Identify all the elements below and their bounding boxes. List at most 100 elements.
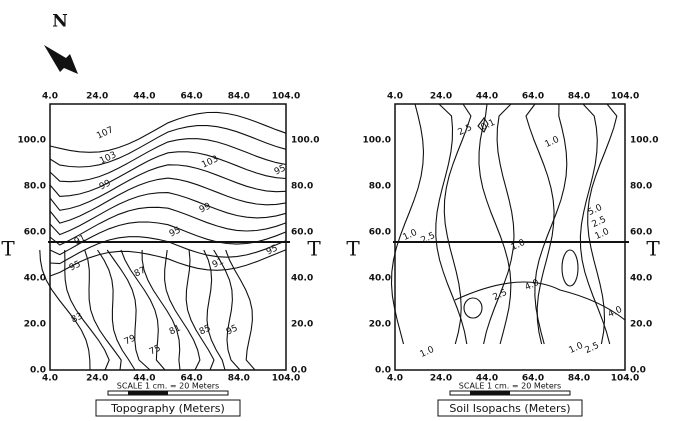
contour-label: 4.0 [524, 278, 541, 293]
contour-label: 85 [198, 324, 213, 338]
scale-bar-fill [470, 391, 510, 395]
y-tick-label: 20.0 [630, 320, 652, 330]
contour [49, 111, 287, 153]
contour [49, 177, 287, 224]
contour [106, 249, 151, 371]
caption-box [437, 399, 583, 417]
contour [49, 206, 287, 246]
contour [49, 125, 287, 168]
contour [225, 249, 256, 371]
x-tick-label: 64.0 [180, 92, 202, 102]
caption: Topography (Meters) [110, 402, 225, 415]
section-marker: T [346, 237, 360, 261]
contour [84, 249, 122, 371]
x-tick-label: 24.0 [430, 92, 452, 102]
contour-label: 2.5 [584, 341, 601, 356]
x-tick-label: 104.0 [272, 92, 300, 102]
x-tick-label: 24.0 [86, 374, 108, 384]
y-tick-label: 20.0 [291, 320, 313, 330]
contour [561, 249, 579, 287]
contour-label: 95 [265, 244, 280, 258]
y-tick-label: 100.0 [363, 136, 391, 146]
contour [213, 249, 241, 371]
x-tick-label: 4.0 [387, 374, 403, 384]
contour-label: 103 [200, 154, 220, 170]
contour-label: 2.5 [420, 231, 437, 246]
contour-label: 2.5 [492, 288, 509, 303]
contour-label: 95 [273, 164, 288, 178]
scale-bar-fill [128, 391, 168, 395]
contour [579, 103, 611, 345]
contour-lines [390, 103, 626, 345]
y-tick-label: 40.0 [369, 274, 391, 284]
contour-label: 79 [123, 333, 138, 347]
x-tick-label: 24.0 [430, 374, 452, 384]
y-tick-label: 60.0 [630, 228, 652, 238]
contour-label: 95 [225, 324, 240, 338]
contour-label: 1.0 [568, 341, 585, 356]
x-tick-label: 4.0 [42, 374, 58, 384]
y-tick-label: 0.0 [375, 366, 391, 376]
contour [390, 103, 425, 345]
contour [49, 138, 287, 183]
contour [49, 192, 287, 236]
x-tick-label: 64.0 [522, 374, 544, 384]
y-tick-label: 80.0 [630, 182, 652, 192]
contour-label: 91 [211, 257, 226, 271]
contour-label: 75 [148, 344, 163, 358]
contour [483, 103, 515, 345]
contour [49, 221, 287, 256]
contour [443, 103, 472, 345]
contour [141, 249, 181, 371]
contour-label: 99 [98, 178, 113, 192]
contour-label: 87 [133, 266, 148, 280]
contour-label: 103 [98, 150, 118, 166]
y-tick-label: 100.0 [630, 136, 658, 146]
section-marker: T [1, 237, 15, 261]
contour-label: 1.0 [510, 238, 527, 253]
y-tick-label: 40.0 [24, 274, 46, 284]
contour [435, 103, 468, 345]
contour [49, 151, 287, 197]
contour [203, 249, 226, 371]
y-tick-label: 60.0 [369, 228, 391, 238]
y-tick-label: 0.0 [291, 366, 307, 376]
contour-label: 1.0 [402, 228, 419, 243]
x-tick-label: 104.0 [272, 374, 300, 384]
contour [454, 281, 626, 321]
x-tick-label: 64.0 [522, 92, 544, 102]
y-tick-label: 80.0 [369, 182, 391, 192]
contour [64, 249, 110, 371]
y-tick-label: 60.0 [24, 228, 46, 238]
contour-label: 107 [95, 125, 115, 141]
y-tick-label: 0.0 [630, 366, 646, 376]
y-tick-label: 40.0 [291, 274, 313, 284]
contour-label: 83 [70, 312, 85, 326]
contour-label: 2.5 [457, 123, 474, 138]
y-tick-label: 80.0 [24, 182, 46, 192]
x-tick-label: 44.0 [133, 374, 155, 384]
contour [49, 164, 287, 211]
contour [39, 249, 91, 371]
contour-label: 1.0 [419, 345, 436, 360]
scale-text: SCALE 1 cm. = 20 Meters [459, 382, 561, 391]
contour [525, 103, 555, 345]
y-tick-label: 40.0 [630, 274, 652, 284]
plot-frame [394, 103, 626, 371]
map-panel: T T 4.0 4.0 24.0 24.0 44.0 44.0 64.0 64.0 84.0 84.0… [346, 92, 660, 417]
x-tick-label: 84.0 [568, 374, 590, 384]
x-tick-label: 104.0 [611, 374, 639, 384]
caption-box [95, 399, 241, 417]
x-tick-label: 84.0 [228, 92, 250, 102]
x-tick-label: 64.0 [180, 374, 202, 384]
x-tick-label: 84.0 [568, 92, 590, 102]
x-tick-label: 104.0 [611, 92, 639, 102]
x-tick-label: 24.0 [86, 92, 108, 102]
contour [478, 103, 512, 345]
x-tick-label: 84.0 [228, 374, 250, 384]
y-tick-label: 100.0 [18, 136, 46, 146]
y-tick-label: 80.0 [291, 182, 313, 192]
x-tick-label: 44.0 [133, 92, 155, 102]
contour-label: 95 [68, 260, 83, 274]
